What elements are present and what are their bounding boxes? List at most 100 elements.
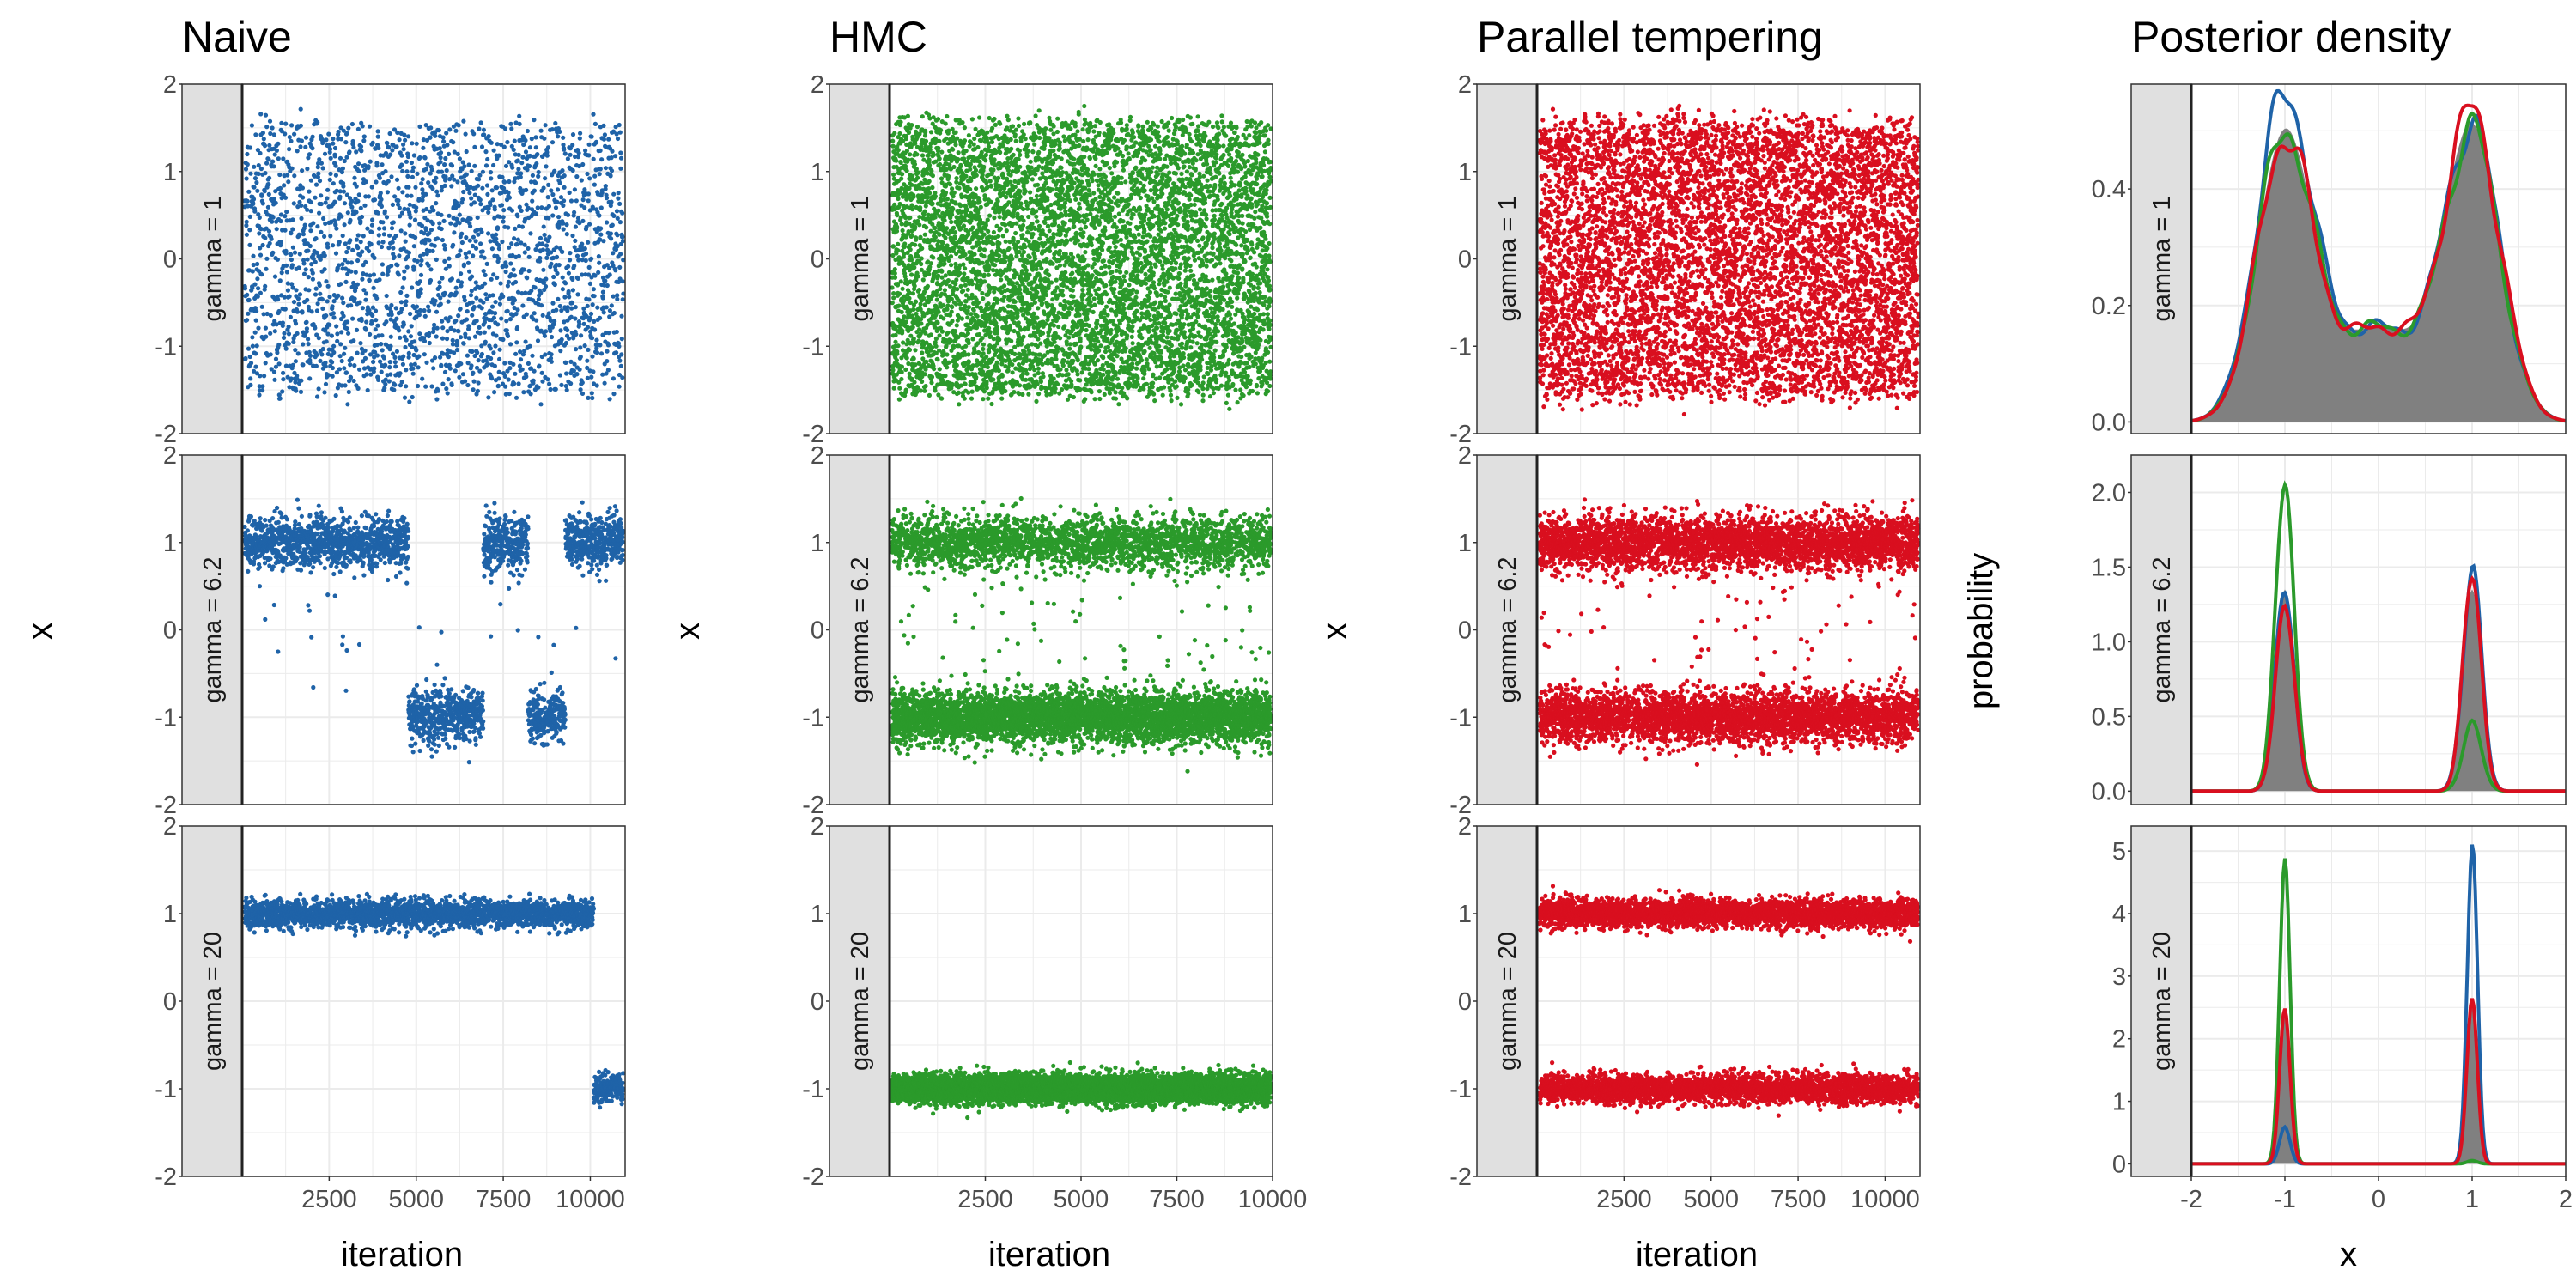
- trace-point: [495, 185, 499, 190]
- trace-point: [586, 153, 591, 157]
- trace-point: [389, 264, 393, 268]
- trace-point: [523, 243, 527, 247]
- trace-point: [493, 343, 497, 348]
- trace-point: [319, 202, 324, 206]
- trace-point: [261, 243, 265, 247]
- trace-point: [324, 382, 328, 386]
- trace-point: [306, 249, 310, 253]
- trace-point: [418, 155, 422, 160]
- trace-point: [374, 327, 378, 331]
- trace-point: [514, 340, 519, 344]
- trace-point: [459, 335, 463, 339]
- trace-point: [282, 331, 286, 336]
- trace-point: [324, 200, 328, 204]
- trace-point: [336, 294, 340, 298]
- trace-point: [501, 219, 506, 223]
- trace-point: [342, 352, 346, 356]
- trace-point: [315, 353, 319, 357]
- trace-point: [272, 370, 276, 374]
- trace-point: [308, 354, 313, 358]
- trace-point: [416, 259, 420, 264]
- trace-point: [590, 355, 594, 359]
- trace-point: [404, 169, 409, 173]
- trace-point: [339, 214, 343, 218]
- trace-point: [316, 301, 320, 306]
- trace-point: [583, 246, 587, 251]
- trace-point: [532, 311, 537, 315]
- trace-point: [575, 292, 580, 296]
- trace-point: [251, 254, 255, 258]
- trace-point: [317, 157, 321, 161]
- trace-point: [570, 277, 574, 282]
- trace-point: [582, 187, 586, 191]
- trace-point: [416, 384, 420, 388]
- trace-point: [382, 386, 386, 390]
- trace-point: [292, 201, 296, 205]
- trace-point: [532, 369, 537, 374]
- trace-point: [492, 316, 496, 320]
- trace-point: [435, 326, 440, 331]
- trace-point: [536, 205, 540, 210]
- trace-point: [290, 227, 295, 231]
- trace-point: [519, 357, 523, 361]
- trace-point: [391, 240, 395, 245]
- trace-point: [354, 270, 358, 275]
- trace-point: [272, 132, 276, 137]
- trace-point: [500, 175, 504, 179]
- trace-point: [294, 359, 298, 363]
- trace-point: [263, 236, 267, 240]
- trace-point: [507, 191, 511, 195]
- trace-point: [252, 283, 257, 287]
- trace-point: [367, 164, 371, 168]
- trace-point: [439, 150, 443, 155]
- trace-point: [413, 185, 417, 190]
- trace-point: [244, 167, 248, 171]
- trace-point: [402, 147, 406, 151]
- trace-point: [564, 371, 568, 375]
- trace-point: [334, 252, 338, 256]
- trace-point: [501, 337, 505, 342]
- trace-point: [403, 396, 407, 400]
- trace-point: [264, 267, 268, 271]
- trace-point: [572, 264, 576, 268]
- trace-point: [553, 283, 557, 287]
- trace-point: [368, 273, 372, 277]
- trace-point: [547, 235, 551, 240]
- trace-point: [445, 337, 449, 341]
- trace-point: [546, 195, 550, 199]
- trace-point: [431, 208, 435, 212]
- trace-point: [466, 261, 471, 265]
- trace-point: [341, 301, 345, 305]
- trace-point: [472, 305, 477, 309]
- trace-point: [257, 231, 261, 235]
- trace-point: [546, 183, 550, 187]
- trace-point: [281, 371, 285, 375]
- trace-point: [323, 253, 327, 258]
- trace-point: [299, 216, 303, 221]
- trace-point: [462, 164, 466, 168]
- trace-point: [567, 295, 571, 299]
- trace-point: [327, 295, 331, 299]
- trace-point: [537, 297, 541, 301]
- trace-point: [562, 227, 566, 231]
- trace-point: [319, 230, 323, 234]
- trace-point: [477, 358, 481, 362]
- trace-point: [544, 164, 548, 168]
- trace-point: [402, 270, 406, 274]
- trace-point: [490, 197, 495, 202]
- trace-point: [274, 357, 278, 361]
- trace-point: [400, 169, 404, 173]
- trace-point: [480, 352, 484, 356]
- trace-point: [470, 313, 474, 318]
- trace-point: [389, 174, 393, 179]
- trace-point: [406, 329, 410, 333]
- trace-point: [375, 324, 380, 328]
- trace-point: [521, 143, 526, 147]
- trace-point: [507, 246, 511, 250]
- trace-point: [481, 301, 485, 305]
- trace-point: [337, 130, 341, 134]
- trace-point: [345, 319, 349, 324]
- trace-point: [349, 303, 353, 307]
- trace-point: [397, 253, 401, 258]
- trace-point: [398, 336, 402, 340]
